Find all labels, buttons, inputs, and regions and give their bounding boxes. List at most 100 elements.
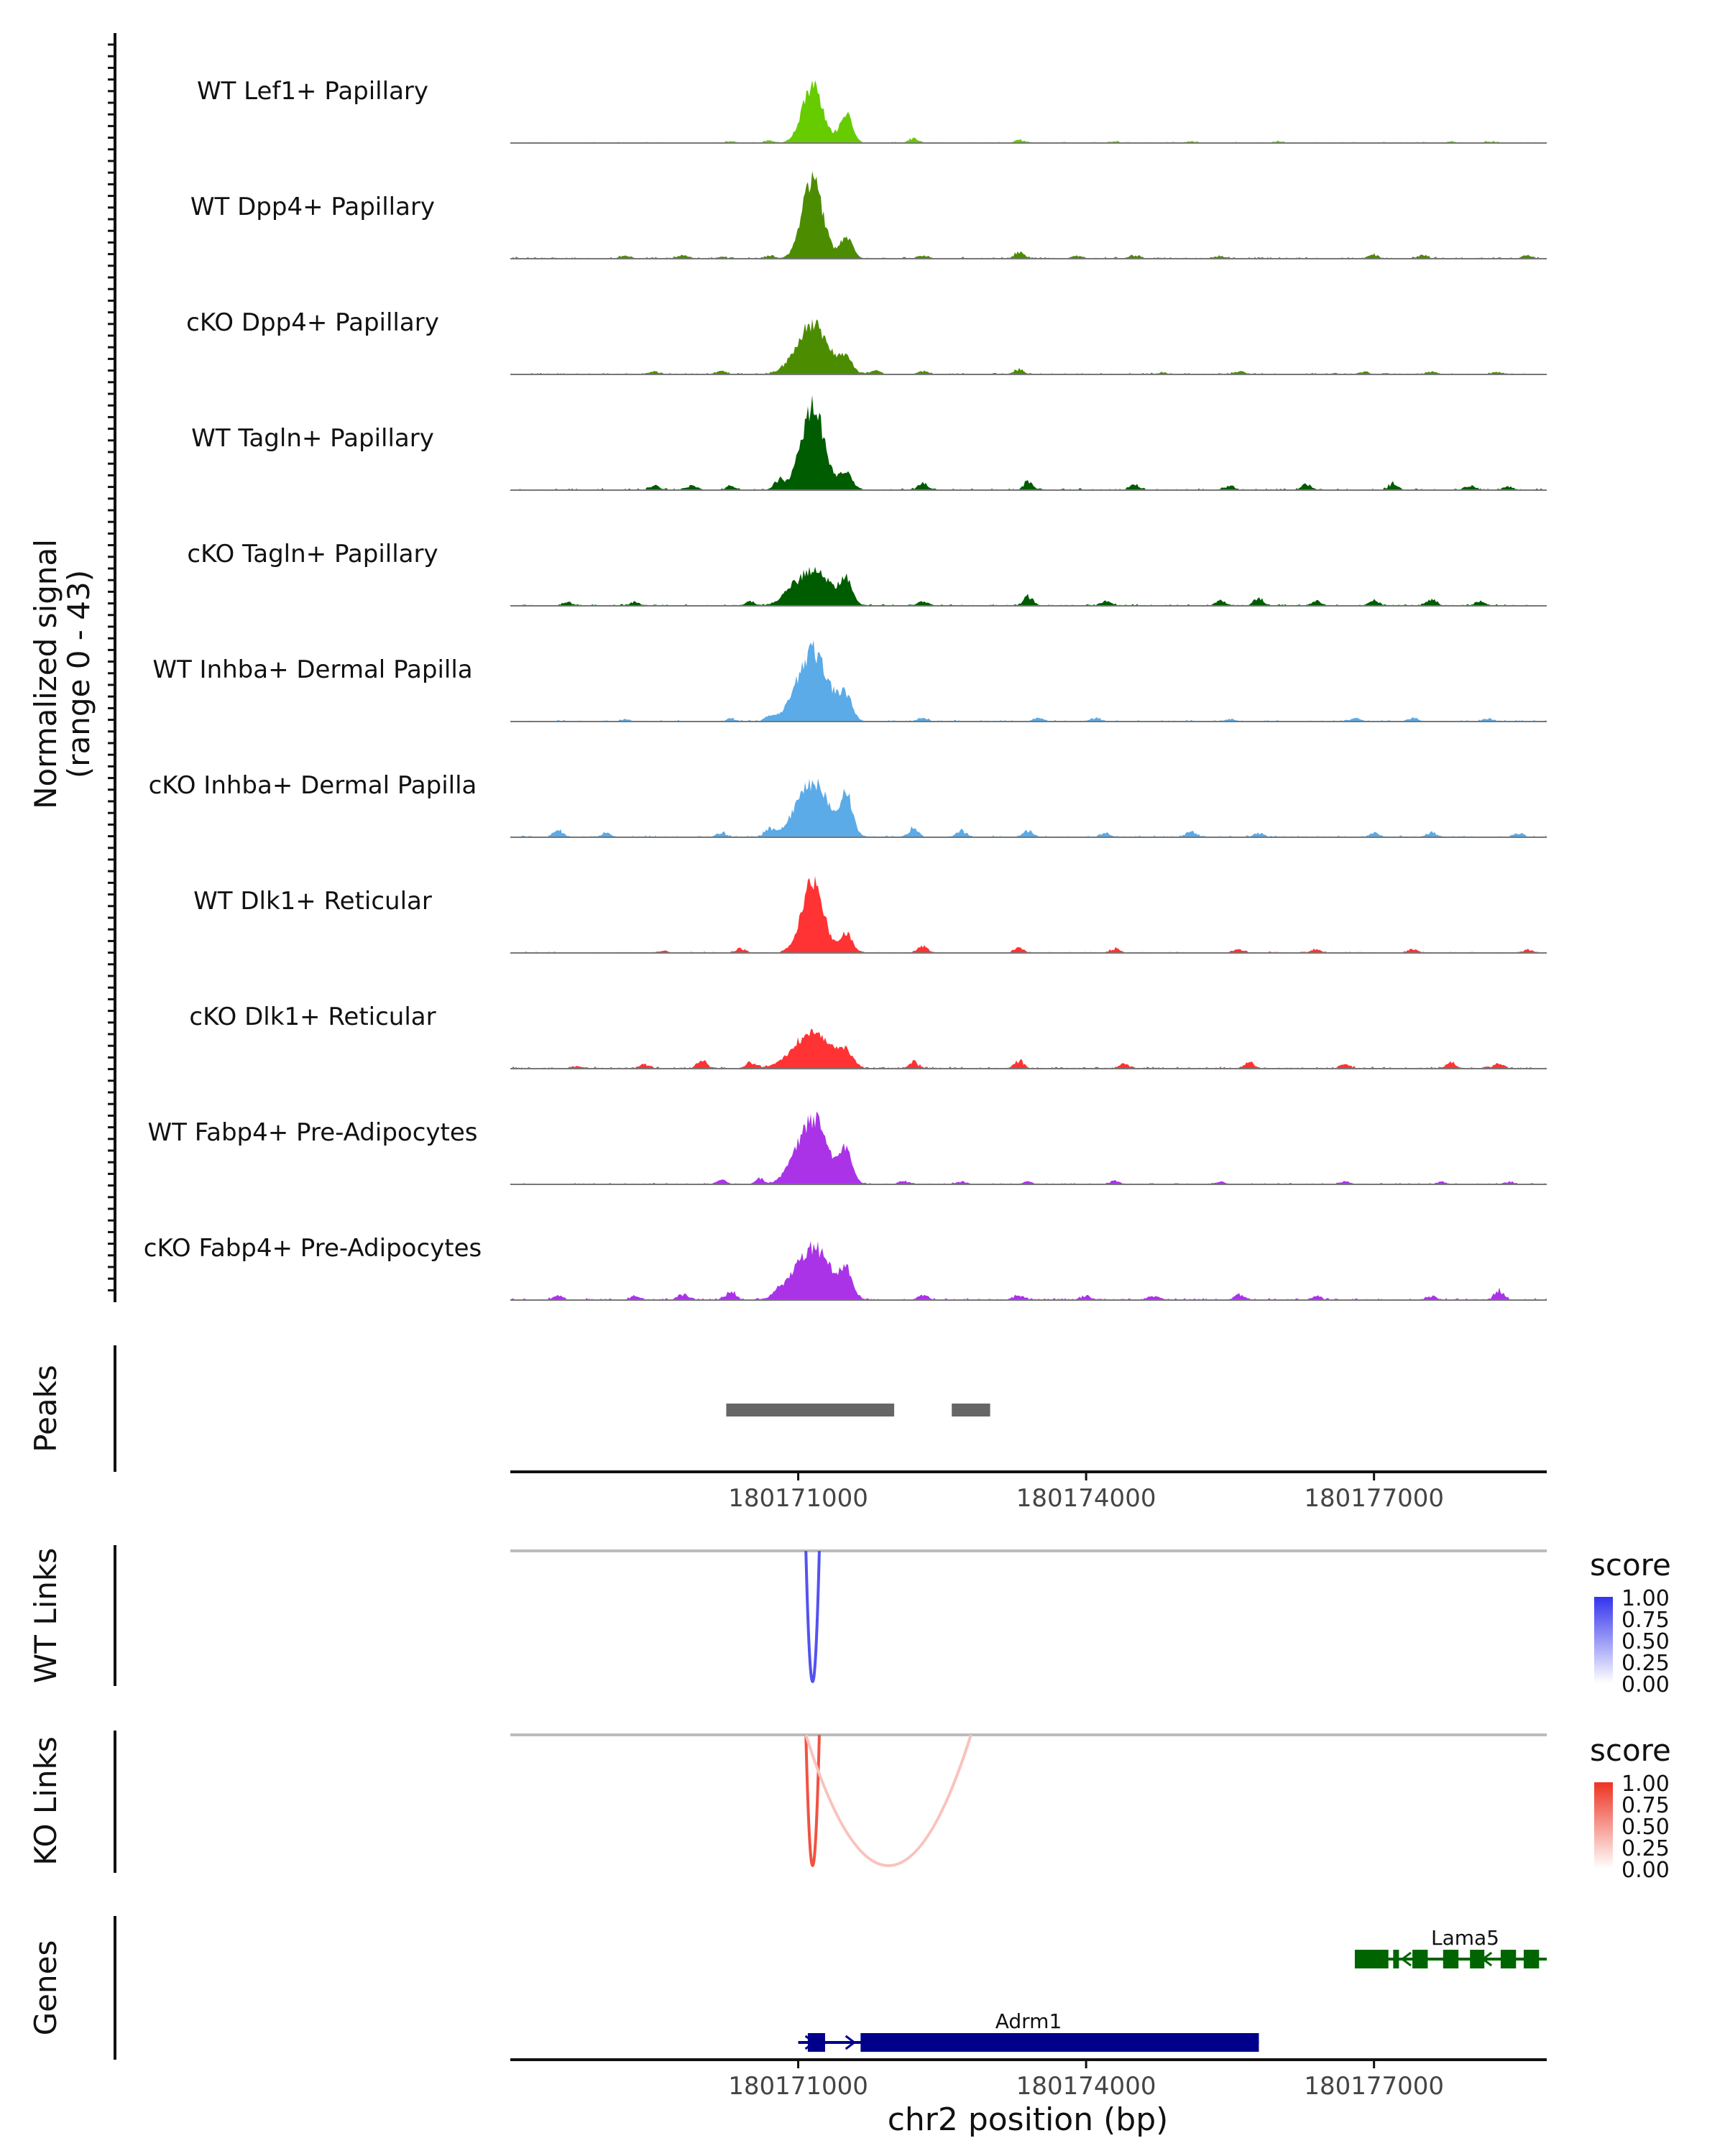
coverage-track-0: WT Lef1+ Papillary [197, 77, 1547, 144]
ko-legend-tick-label: 1.00 [1622, 1772, 1670, 1797]
x-tick-label: 180174000 [1016, 2072, 1156, 2101]
strand-chevron [1440, 1951, 1453, 1967]
coverage-ylabel-line2: (range 0 - 43) [61, 570, 96, 778]
coverage-area-6 [510, 778, 1547, 837]
coverage-area-2 [510, 318, 1547, 374]
exon-0 [1354, 1950, 1389, 1968]
wt-links-track: WT Links score 1.000.750.500.250.00 [28, 1545, 1671, 1697]
strand-chevron [925, 2035, 937, 2050]
ko-legend-tick-label: 0.00 [1622, 1858, 1670, 1883]
ko-link-arc-0 [804, 1734, 821, 1867]
exon-0 [807, 2033, 825, 2052]
coverage-track-7: WT Dlk1+ Reticular [193, 875, 1547, 954]
track-label-5: WT Inhba+ Dermal Papilla [152, 655, 472, 684]
gene-models: Lama5 Adrm1 [798, 1926, 1547, 2052]
exon-3 [1443, 1950, 1459, 1968]
wt-legend-colorbar [1594, 1597, 1613, 1683]
gene-label-lama5: Lama5 [1431, 1926, 1499, 1950]
track-label-0: WT Lef1+ Papillary [197, 77, 428, 106]
wt-legend-tick-label: 1.00 [1622, 1586, 1670, 1611]
strand-chevron [804, 2035, 816, 2050]
strand-chevron [1248, 2035, 1259, 2050]
y-axis-ticks [108, 43, 115, 1291]
ko-link-arc-1 [804, 1734, 972, 1867]
track-label-8: cKO Dlk1+ Reticular [189, 1003, 436, 1031]
coverage-y-axis: Normalized signal (range 0 - 43) [28, 33, 116, 1302]
strand-chevron [1208, 2035, 1219, 2050]
strand-chevron [965, 2035, 978, 2050]
coverage-track-9: WT Fabp4+ Pre-Adipocytes [148, 1111, 1547, 1185]
ko-links-track: KO Links score 1.000.750.500.250.00 [28, 1731, 1671, 1883]
wt-legend-tick-label: 0.50 [1622, 1629, 1670, 1654]
coverage-track-4: cKO Tagln+ Papillary [187, 540, 1547, 607]
coverage-track-5: WT Inhba+ Dermal Papilla [152, 640, 1547, 722]
strand-chevron [1521, 1951, 1533, 1967]
coverage-track-8: cKO Dlk1+ Reticular [189, 1003, 1547, 1069]
peaks-label: Peaks [28, 1365, 63, 1452]
wt-links-label: WT Links [28, 1548, 63, 1683]
wt-score-legend: score 1.000.750.500.250.00 [1590, 1547, 1671, 1697]
coverage-track-3: WT Tagln+ Papillary [191, 395, 1547, 491]
strand-chevron [1400, 1951, 1412, 1967]
ko-legend-ticks: 1.000.750.500.250.00 [1622, 1772, 1670, 1883]
x-tick-label: 180171000 [728, 1484, 868, 1513]
peak-region-1 [952, 1404, 990, 1416]
coverage-area-8 [510, 1028, 1547, 1069]
x-tick-label: 180177000 [1304, 2072, 1444, 2101]
coverage-track-6: cKO Inhba+ Dermal Papilla [149, 771, 1547, 838]
x-axis-title: chr2 position (bp) [888, 2101, 1169, 2138]
coverage-area-1 [510, 171, 1547, 259]
coverage-area-0 [510, 80, 1547, 143]
wt-legend-ticks: 1.000.750.500.250.00 [1622, 1586, 1670, 1697]
ko-legend-tick-label: 0.50 [1622, 1815, 1670, 1840]
coverage-area-7 [510, 875, 1547, 953]
strand-chevron [1481, 1951, 1493, 1967]
links-tracks: WT Links score 1.000.750.500.250.00 KO L… [28, 1545, 1671, 1883]
exon-1 [1393, 1950, 1399, 1968]
coverage-tracks: WT Lef1+ Papillary WT Dpp4+ Papillary cKO … [144, 77, 1547, 1301]
track-label-3: WT Tagln+ Papillary [191, 424, 434, 453]
track-label-2: cKO Dpp4+ Papillary [186, 308, 439, 337]
strand-chevron [845, 2035, 857, 2050]
strand-chevron [885, 2035, 897, 2050]
gene-label-adrm1: Adrm1 [995, 2009, 1062, 2033]
track-label-7: WT Dlk1+ Reticular [193, 887, 432, 916]
strand-chevron [1006, 2035, 1018, 2050]
genes-x-axis: 180171000 180174000 180177000 [728, 2060, 1444, 2101]
coverage-track-1: WT Dpp4+ Papillary [190, 171, 1547, 259]
peak-bars [726, 1404, 990, 1416]
peaks-x-axis: 180171000 180174000 180177000 [728, 1472, 1444, 1513]
ko-links-label: KO Links [28, 1736, 63, 1866]
track-label-4: cKO Tagln+ Papillary [187, 540, 438, 568]
coverage-area-9 [510, 1111, 1547, 1184]
genes-label: Genes [28, 1940, 63, 2036]
exon-1 [860, 2033, 1259, 2052]
exon-2 [1412, 1950, 1428, 1968]
track-label-9: WT Fabp4+ Pre-Adipocytes [148, 1118, 478, 1147]
peaks-track: Peaks 180171000 180174000 180177000 [28, 1345, 1547, 1513]
strand-chevron [1127, 2035, 1138, 2050]
peak-region-0 [726, 1404, 895, 1416]
x-tick-label: 180174000 [1016, 1484, 1156, 1513]
coverage-ylabel-line1: Normalized signal [28, 539, 63, 809]
track-label-10: cKO Fabp4+ Pre-Adipocytes [144, 1234, 482, 1263]
track-label-6: cKO Inhba+ Dermal Papilla [149, 771, 477, 800]
strand-chevron [1046, 2035, 1058, 2050]
wt-link-arc-0 [804, 1550, 821, 1683]
exon-5 [1500, 1950, 1517, 1968]
x-tick-label: 180177000 [1304, 1484, 1444, 1513]
coverage-area-3 [510, 395, 1547, 490]
exon-6 [1523, 1950, 1540, 1968]
ko-legend-title: score [1590, 1733, 1671, 1768]
ko-score-legend: score 1.000.750.500.250.00 [1590, 1733, 1671, 1883]
wt-link-arcs [804, 1550, 821, 1683]
wt-legend-tick-label: 0.00 [1622, 1672, 1670, 1697]
ko-legend-colorbar [1594, 1782, 1613, 1869]
coverage-area-10 [510, 1240, 1547, 1300]
ko-legend-tick-label: 0.75 [1622, 1793, 1670, 1818]
wt-legend-title: score [1590, 1547, 1671, 1583]
gene-adrm1: Adrm1 [798, 2009, 1259, 2052]
strand-chevron [1167, 2035, 1179, 2050]
